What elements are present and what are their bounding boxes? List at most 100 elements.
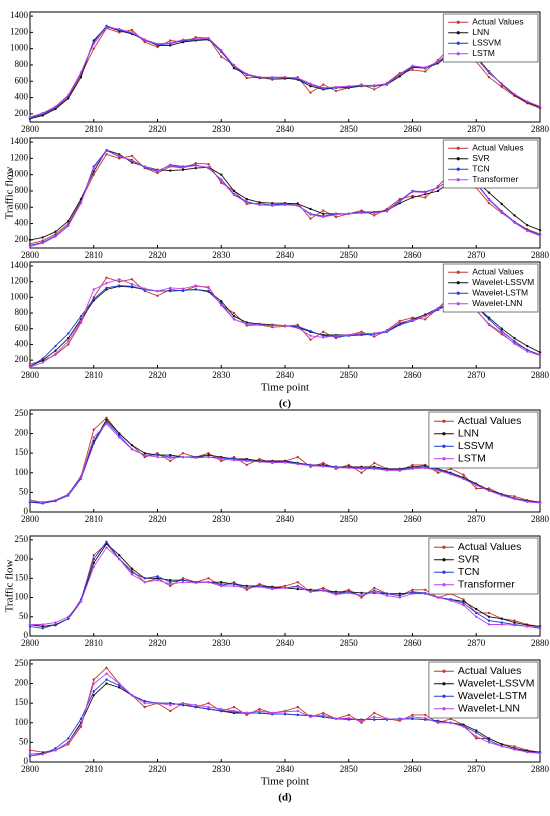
x-tick-label: 2820 bbox=[149, 764, 168, 774]
point-marker bbox=[79, 600, 83, 603]
point-marker bbox=[322, 215, 325, 219]
point-marker bbox=[411, 713, 414, 717]
point-marker bbox=[130, 444, 134, 447]
point-marker bbox=[385, 594, 389, 597]
point-marker bbox=[296, 204, 299, 207]
y-tick-label: 1400 bbox=[10, 260, 29, 270]
point-marker bbox=[424, 588, 427, 592]
point-marker bbox=[398, 594, 401, 597]
point-marker bbox=[283, 324, 287, 327]
point-marker bbox=[411, 715, 414, 719]
point-marker bbox=[487, 741, 491, 744]
point-marker bbox=[245, 197, 248, 201]
point-marker bbox=[207, 701, 210, 705]
point-marker bbox=[181, 166, 185, 169]
point-marker bbox=[220, 55, 223, 59]
legend-marker bbox=[456, 291, 460, 295]
x-tick-label: 2840 bbox=[276, 514, 295, 524]
point-marker bbox=[54, 621, 57, 624]
point-marker bbox=[296, 713, 299, 717]
point-marker bbox=[207, 162, 210, 166]
point-marker bbox=[130, 278, 134, 281]
x-tick-label: 2830 bbox=[212, 514, 231, 524]
x-tick-label: 2880 bbox=[531, 124, 550, 134]
point-marker bbox=[67, 224, 70, 228]
x-tick-label: 2800 bbox=[21, 514, 40, 524]
point-marker bbox=[500, 331, 503, 334]
point-marker bbox=[54, 749, 57, 752]
point-marker bbox=[92, 557, 95, 561]
point-marker bbox=[513, 221, 516, 224]
point-marker bbox=[487, 739, 491, 742]
x-tick-label: 2830 bbox=[212, 764, 231, 774]
point-marker bbox=[169, 584, 172, 588]
point-marker bbox=[245, 588, 248, 592]
point-marker bbox=[245, 459, 248, 463]
point-marker bbox=[169, 701, 172, 705]
point-marker bbox=[500, 210, 503, 214]
point-marker bbox=[283, 712, 287, 716]
point-marker bbox=[487, 619, 491, 622]
point-marker bbox=[309, 82, 312, 85]
x-tick-label: 2870 bbox=[467, 124, 486, 134]
point-marker bbox=[487, 623, 491, 626]
point-marker bbox=[538, 626, 542, 629]
point-marker bbox=[462, 598, 465, 601]
point-marker bbox=[105, 678, 108, 681]
point-marker bbox=[296, 455, 299, 459]
point-marker bbox=[500, 85, 503, 89]
point-marker bbox=[41, 752, 44, 756]
point-marker bbox=[373, 335, 376, 338]
legend-marker bbox=[442, 694, 446, 698]
y-tick-label: 250 bbox=[15, 658, 29, 668]
x-tick-label: 2860 bbox=[404, 370, 423, 380]
y-tick-label: 200 bbox=[15, 108, 29, 118]
point-marker bbox=[67, 219, 70, 223]
point-marker bbox=[105, 420, 108, 423]
point-marker bbox=[334, 593, 338, 596]
point-marker bbox=[411, 592, 414, 595]
point-marker bbox=[322, 589, 325, 592]
point-marker bbox=[105, 149, 108, 153]
point-marker bbox=[28, 749, 32, 752]
point-marker bbox=[220, 300, 223, 303]
point-marker bbox=[169, 169, 172, 172]
legend-label: LNN bbox=[472, 27, 489, 37]
legend-marker bbox=[442, 545, 446, 549]
point-marker bbox=[347, 591, 350, 595]
legend-label: Transformer bbox=[458, 579, 515, 591]
y-tick-label: 200 bbox=[15, 354, 29, 364]
x-tick-label: 2830 bbox=[212, 250, 231, 260]
point-marker bbox=[449, 599, 452, 602]
point-marker bbox=[232, 582, 236, 586]
point-marker bbox=[130, 694, 134, 697]
point-marker bbox=[258, 75, 261, 79]
point-marker bbox=[232, 318, 236, 321]
y-tick-label: 1200 bbox=[10, 152, 29, 162]
point-marker bbox=[28, 752, 32, 756]
point-marker bbox=[373, 332, 376, 335]
point-marker bbox=[105, 153, 108, 156]
point-marker bbox=[526, 750, 529, 754]
point-marker bbox=[424, 466, 427, 470]
point-marker bbox=[105, 546, 108, 549]
point-marker bbox=[309, 588, 312, 592]
point-marker bbox=[347, 588, 350, 592]
point-marker bbox=[143, 165, 146, 168]
point-marker bbox=[309, 334, 312, 338]
point-marker bbox=[169, 286, 172, 290]
legend-label: Actual Values bbox=[458, 665, 521, 677]
legend-label: Actual Values bbox=[458, 541, 521, 553]
point-marker bbox=[220, 582, 223, 586]
point-marker bbox=[28, 115, 32, 119]
point-marker bbox=[181, 701, 185, 705]
point-marker bbox=[360, 721, 363, 724]
point-marker bbox=[54, 499, 57, 502]
y-tick-label: 0 bbox=[24, 756, 29, 766]
point-marker bbox=[207, 453, 210, 457]
point-marker bbox=[538, 105, 542, 108]
y-tick-label: 200 bbox=[15, 234, 29, 244]
point-marker bbox=[156, 701, 159, 705]
